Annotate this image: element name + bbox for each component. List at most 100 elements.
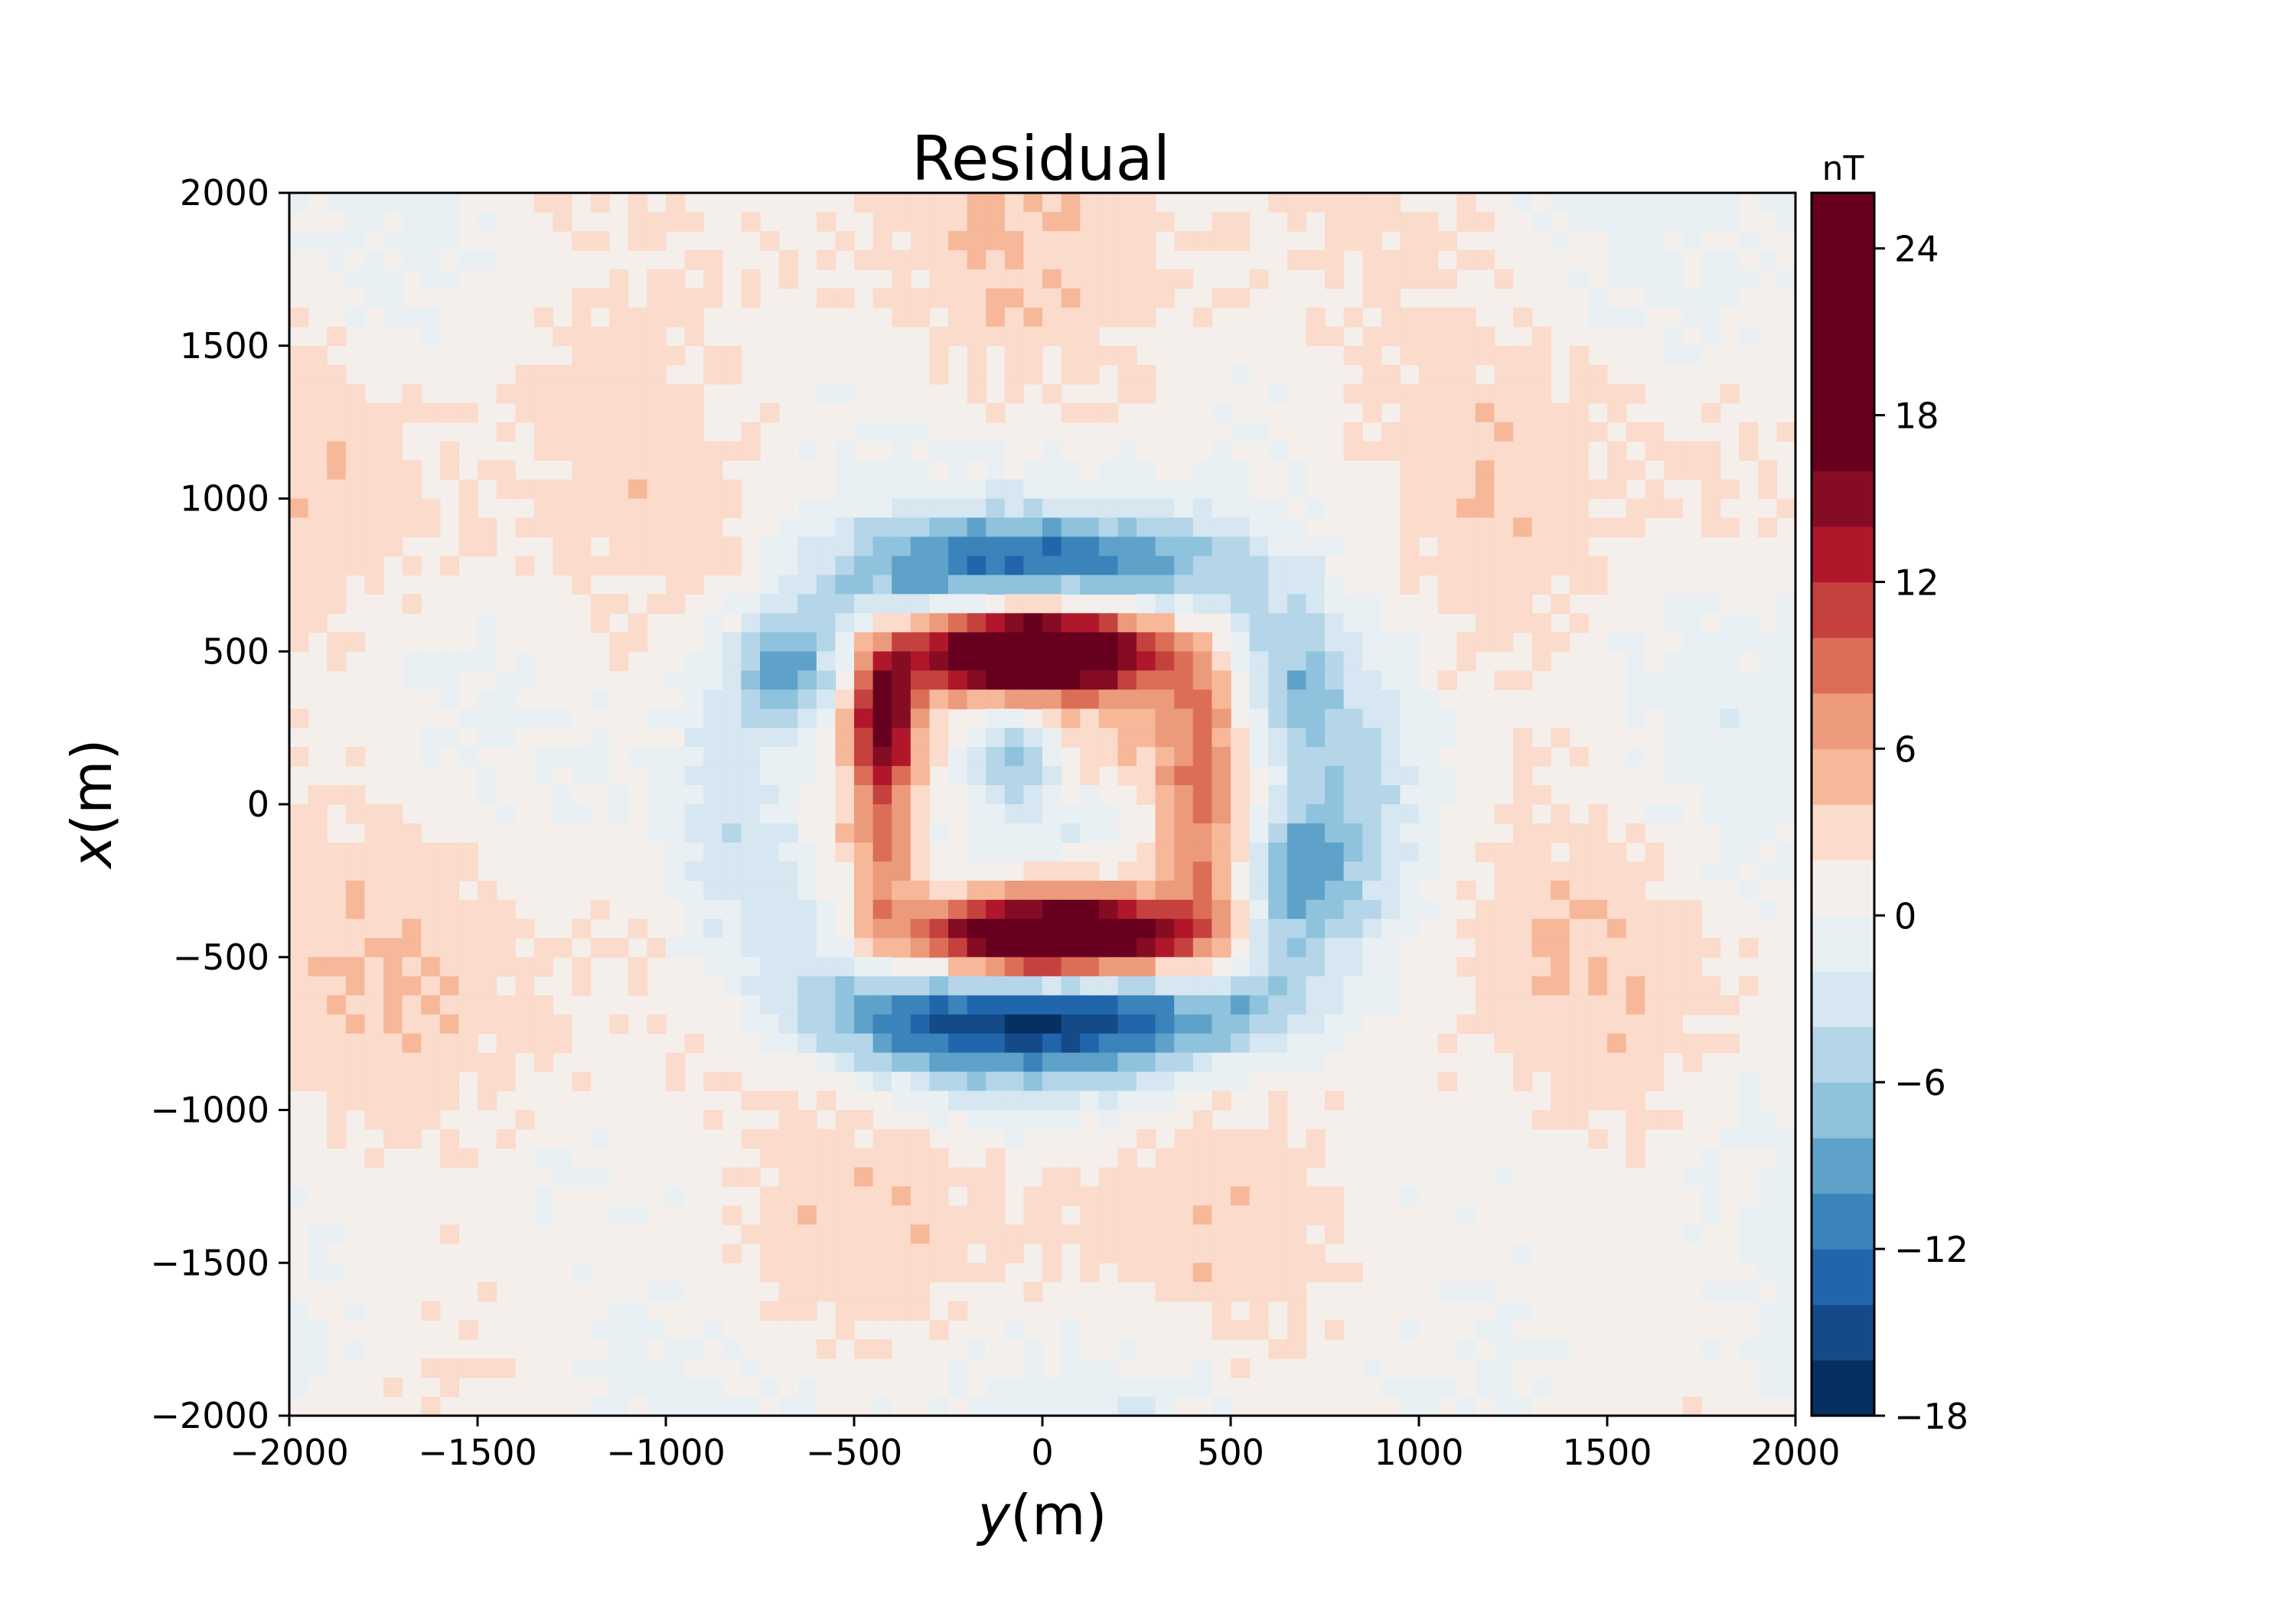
contour-cell (1212, 460, 1231, 481)
contour-cell (1137, 536, 1156, 557)
contour-cell (1137, 747, 1156, 767)
contour-cell (590, 326, 610, 347)
contour-cell (1325, 1090, 1345, 1111)
contour-cell (364, 976, 384, 996)
contour-cell (1325, 594, 1345, 614)
contour-cell (1137, 613, 1156, 633)
contour-cell (628, 1301, 648, 1321)
contour-cell (1155, 785, 1175, 805)
contour-cell (986, 1033, 1006, 1054)
contour-cell (1720, 193, 1740, 213)
contour-cell (609, 422, 629, 442)
contour-cell (1776, 1358, 1796, 1378)
contour-cell (1268, 613, 1288, 633)
contour-cell (741, 613, 761, 633)
contour-cell (1061, 976, 1081, 996)
contour-cell (1061, 498, 1081, 519)
contour-cell (892, 804, 912, 824)
contour-cell (910, 689, 931, 709)
contour-cell (797, 1167, 817, 1188)
contour-cell (572, 976, 592, 996)
contour-cell (308, 842, 328, 862)
contour-cell (967, 1186, 987, 1207)
contour-cell (1437, 269, 1457, 289)
contour-cell (1117, 976, 1137, 996)
contour-cell (1212, 976, 1231, 996)
contour-cell (872, 823, 892, 843)
contour-cell (1061, 899, 1081, 920)
contour-cell (1663, 804, 1684, 824)
contour-cell (948, 1263, 968, 1283)
contour-cell (1381, 918, 1401, 939)
contour-cell (967, 785, 987, 805)
contour-cell (364, 1110, 384, 1130)
contour-cell (986, 307, 1006, 328)
contour-cell (327, 957, 347, 977)
contour-cell (948, 460, 968, 481)
contour-cell (1720, 1129, 1740, 1149)
contour-cell (647, 1282, 667, 1302)
contour-cell (308, 1358, 328, 1378)
contour-cell (703, 957, 723, 977)
contour-cell (1437, 230, 1457, 251)
contour-cell (1720, 842, 1740, 862)
contour-cell (327, 1033, 347, 1054)
contour-cell (722, 785, 742, 805)
contour-cell (741, 1129, 761, 1149)
contour-cell (364, 842, 384, 862)
contour-cell (666, 1052, 686, 1073)
contour-cell (609, 288, 629, 308)
contour-cell (609, 804, 629, 824)
contour-cell (364, 269, 384, 289)
contour-cell (929, 918, 949, 939)
contour-cell (1117, 957, 1137, 977)
contour-cell (421, 1110, 441, 1130)
contour-cell (741, 709, 761, 729)
contour-cell (647, 479, 667, 500)
contour-cell (797, 976, 817, 996)
contour-cell (345, 517, 366, 538)
contour-cell (835, 1014, 855, 1035)
contour-cell (1042, 1014, 1062, 1035)
x-tick-label: 500 (1197, 1432, 1264, 1473)
contour-cell (1701, 1148, 1721, 1169)
contour-cell (345, 937, 366, 958)
contour-cell (1042, 613, 1062, 633)
contour-cell (760, 1377, 780, 1397)
x-tick-label: −1500 (418, 1432, 537, 1473)
contour-cell (722, 536, 742, 557)
contour-cell (872, 211, 892, 232)
contour-cell (1739, 976, 1759, 996)
contour-cell (647, 1320, 667, 1340)
contour-cell (1137, 632, 1156, 652)
contour-cell (1268, 1033, 1288, 1054)
contour-cell (289, 804, 309, 824)
contour-cell (929, 288, 949, 308)
contour-cell (1381, 995, 1401, 1015)
contour-cell (1155, 804, 1175, 824)
colorbar-band (1812, 1193, 1874, 1250)
contour-cell (1419, 899, 1439, 920)
contour-cell (1739, 1110, 1759, 1130)
contour-cell (1004, 269, 1025, 289)
contour-cell (1042, 326, 1062, 347)
contour-cell (1682, 995, 1702, 1015)
contour-cell (1381, 288, 1401, 308)
contour-cell (1192, 307, 1213, 328)
colorbar-band (1812, 471, 1874, 527)
contour-cell (458, 651, 478, 671)
contour-cell (1042, 307, 1062, 328)
contour-cell (684, 288, 704, 308)
contour-cell (760, 1033, 780, 1054)
contour-cell (929, 670, 949, 690)
contour-cell (1343, 689, 1363, 709)
contour-cell (986, 441, 1006, 461)
contour-cell (439, 937, 460, 958)
contour-cell (816, 575, 837, 595)
contour-cell (609, 479, 629, 500)
contour-cell (816, 976, 837, 996)
contour-cell (816, 918, 837, 939)
contour-cell (458, 918, 478, 939)
contour-cell (666, 1339, 686, 1359)
